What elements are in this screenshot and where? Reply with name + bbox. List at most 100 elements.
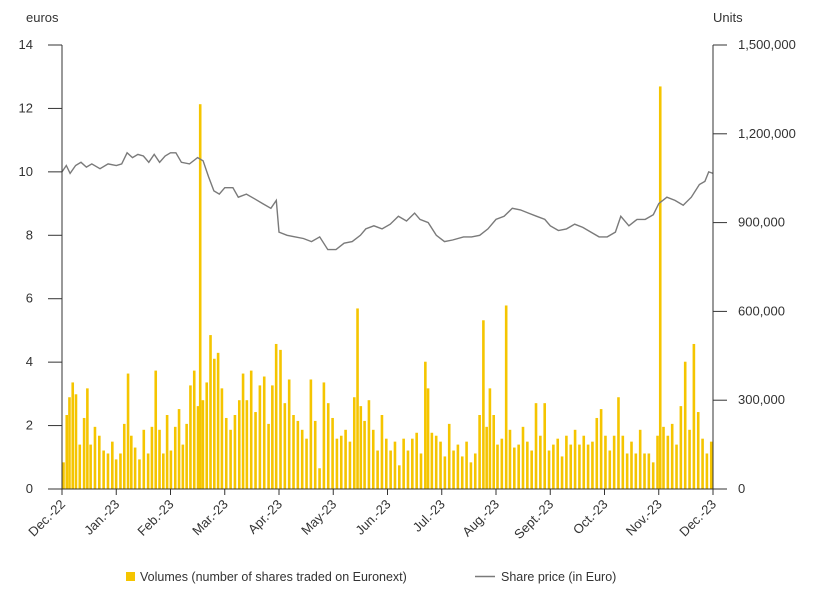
volume-bar bbox=[292, 415, 295, 489]
volume-bar bbox=[465, 441, 468, 489]
volume-bar bbox=[371, 429, 375, 489]
volume-bar bbox=[318, 468, 321, 489]
volume-bar bbox=[608, 450, 612, 489]
x-tick-label: Apr.-23 bbox=[245, 497, 285, 537]
volume-bar bbox=[65, 415, 69, 489]
volume-bar bbox=[411, 438, 414, 489]
volume-bar bbox=[237, 400, 241, 489]
volume-bar bbox=[517, 444, 520, 489]
price-line bbox=[61, 151, 714, 251]
volume-bar bbox=[114, 459, 118, 489]
volume-bar bbox=[617, 397, 620, 489]
volume-bar bbox=[709, 441, 713, 489]
right-tick-label: 600,000 bbox=[738, 303, 785, 318]
right-tick-label: 1,500,000 bbox=[738, 37, 796, 52]
volume-bar bbox=[162, 453, 165, 489]
volume-bar bbox=[154, 370, 158, 489]
volume-bar bbox=[426, 388, 430, 489]
left-tick-label: 12 bbox=[19, 100, 33, 115]
volume-bar bbox=[213, 358, 216, 489]
volume-bar bbox=[185, 423, 188, 489]
volume-bar bbox=[500, 438, 504, 489]
volume-bar bbox=[198, 104, 202, 489]
volume-bar bbox=[552, 444, 555, 489]
volume-bar bbox=[662, 426, 665, 489]
volume-bar bbox=[296, 420, 300, 489]
x-tick-label: Oct.-23 bbox=[570, 497, 611, 538]
volume-bar bbox=[482, 320, 485, 489]
volume-bar bbox=[638, 429, 642, 489]
volume-bar bbox=[402, 438, 405, 489]
volume-bar bbox=[279, 349, 282, 489]
x-tick-label: Dec.-22 bbox=[25, 497, 68, 540]
volume-bar bbox=[496, 444, 499, 489]
volume-bar bbox=[656, 435, 659, 489]
volume-bar bbox=[473, 453, 477, 489]
volume-bar bbox=[309, 379, 313, 489]
axes bbox=[48, 44, 727, 495]
left-axis-ticks: 0 2 4 6 8 10 12 14 bbox=[19, 37, 33, 496]
volume-bar bbox=[363, 420, 366, 489]
volume-bar bbox=[220, 388, 224, 489]
volume-bar bbox=[447, 423, 451, 489]
volume-bar bbox=[262, 376, 266, 489]
x-tick-label: Aug.-23 bbox=[459, 497, 502, 540]
volume-bar bbox=[456, 444, 460, 489]
volume-bar bbox=[142, 429, 146, 489]
volume-bar bbox=[326, 403, 330, 489]
volume-bar bbox=[406, 450, 410, 489]
volume-bar bbox=[287, 379, 291, 489]
right-tick-label: 0 bbox=[738, 481, 745, 496]
volume-bar bbox=[192, 370, 196, 489]
volume-bar bbox=[356, 308, 359, 489]
volume-bar bbox=[688, 429, 691, 489]
volume-bar bbox=[158, 429, 161, 489]
volume-bar bbox=[670, 423, 674, 489]
volume-bar bbox=[322, 382, 326, 489]
volume-bar bbox=[146, 453, 150, 489]
volume-bar bbox=[283, 403, 287, 489]
volume-bar bbox=[339, 435, 343, 489]
volume-bar bbox=[666, 435, 670, 489]
volume-bar bbox=[359, 406, 363, 489]
volume-bar bbox=[634, 453, 638, 489]
volume-bar bbox=[380, 415, 384, 489]
volume-bar bbox=[177, 409, 181, 489]
right-tick-label: 900,000 bbox=[738, 215, 785, 230]
left-tick-label: 4 bbox=[26, 354, 33, 369]
volume-bar bbox=[196, 406, 200, 489]
volume-bar bbox=[547, 450, 551, 489]
volume-bar bbox=[599, 409, 603, 489]
volume-bar bbox=[122, 423, 126, 489]
volume-bar bbox=[647, 453, 651, 489]
legend-price-label: Share price (in Euro) bbox=[501, 570, 616, 584]
volume-bar bbox=[478, 415, 481, 489]
volume-bar bbox=[209, 335, 212, 489]
volume-bar bbox=[335, 438, 339, 489]
volume-bar bbox=[352, 397, 356, 489]
x-tick-label: Jul.-23 bbox=[410, 497, 448, 535]
volume-bar bbox=[267, 423, 270, 489]
volume-bar bbox=[241, 373, 245, 489]
volume-bar bbox=[111, 441, 114, 489]
volume-bar bbox=[651, 462, 655, 489]
volume-bar bbox=[591, 441, 594, 489]
left-axis-label: euros bbox=[26, 10, 59, 25]
volume-bar bbox=[530, 450, 533, 489]
volume-bar bbox=[582, 435, 586, 489]
volume-bar bbox=[71, 382, 75, 489]
volume-bar bbox=[539, 435, 542, 489]
volume-bar bbox=[573, 429, 577, 489]
legend-volume-label: Volumes (number of shares traded on Euro… bbox=[140, 570, 407, 584]
legend: Volumes (number of shares traded on Euro… bbox=[126, 570, 616, 584]
volume-bar bbox=[331, 417, 334, 489]
volume-bar bbox=[488, 388, 492, 489]
x-tick-label: Dec.-23 bbox=[676, 497, 719, 540]
volume-bar bbox=[460, 456, 464, 489]
volume-bar bbox=[556, 438, 560, 489]
volume-bar bbox=[62, 462, 65, 489]
volume-bar bbox=[393, 441, 397, 489]
volume-bar bbox=[173, 426, 177, 489]
volume-bar bbox=[224, 417, 228, 489]
volume-bar bbox=[389, 450, 392, 489]
